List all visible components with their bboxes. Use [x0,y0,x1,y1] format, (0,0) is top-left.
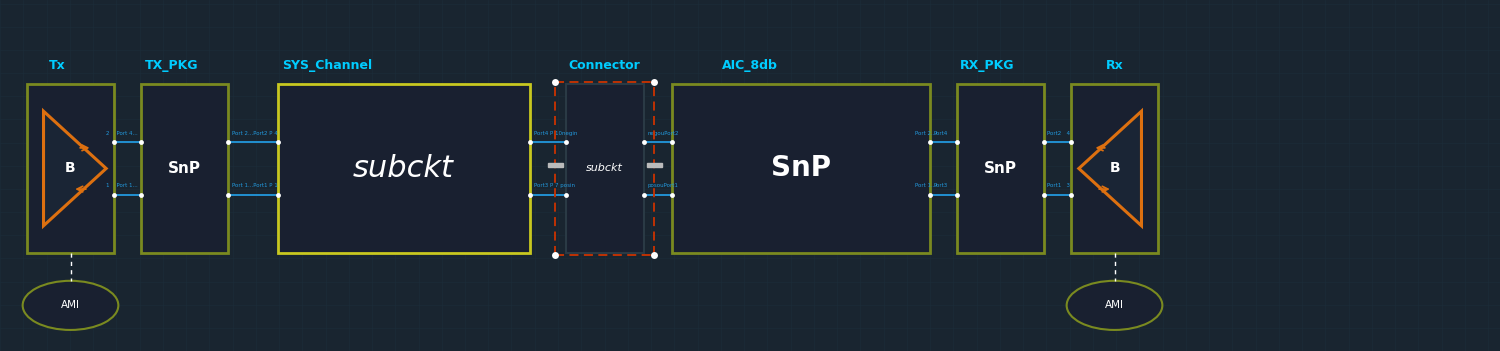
Text: Port 2...: Port 2... [915,131,936,136]
Ellipse shape [1066,281,1162,330]
Text: AMI: AMI [62,300,80,310]
Text: AIC_8db: AIC_8db [722,59,777,72]
Text: SnP: SnP [771,154,831,183]
Text: Port4: Port4 [933,131,948,136]
Text: negouPort2: negouPort2 [648,131,680,136]
Text: SnP: SnP [168,161,201,176]
Bar [672,84,930,253]
Text: B: B [1110,161,1120,176]
Text: posouPort1: posouPort1 [648,184,680,188]
Text: Port 2...Port2 P 4: Port 2...Port2 P 4 [232,131,279,136]
Text: Port1   3: Port1 3 [1047,184,1070,188]
Text: Port4 P 10negin: Port4 P 10negin [534,131,578,136]
Bar [278,84,530,253]
Text: Port3: Port3 [933,184,948,188]
Text: B: B [64,161,75,176]
Bar [646,163,662,167]
Text: Connector: Connector [568,59,640,72]
Bar [1071,84,1158,253]
Text: Rx: Rx [1106,59,1124,72]
Ellipse shape [22,281,118,330]
Bar [957,84,1044,253]
Text: TX_PKG: TX_PKG [144,59,198,72]
Text: Port3 P 7 posin: Port3 P 7 posin [534,184,574,188]
Text: 2    Port 4...: 2 Port 4... [105,131,138,136]
Text: SnP: SnP [984,161,1017,176]
Text: Port 1...: Port 1... [915,184,936,188]
Text: subckt: subckt [352,154,454,183]
Bar [548,163,562,167]
Bar [566,84,644,253]
Text: Tx: Tx [50,59,66,72]
Text: AMI: AMI [1106,300,1124,310]
Text: RX_PKG: RX_PKG [960,59,1014,72]
Bar [27,84,114,253]
Polygon shape [44,111,106,226]
Text: Port2   4: Port2 4 [1047,131,1070,136]
Polygon shape [1078,111,1142,226]
Text: 1    Port 1...: 1 Port 1... [105,184,138,188]
Text: SYS_Channel: SYS_Channel [282,59,372,72]
Bar [141,84,228,253]
Text: Port 1...Port1 P 1: Port 1...Port1 P 1 [232,184,279,188]
Text: subckt: subckt [586,164,622,173]
